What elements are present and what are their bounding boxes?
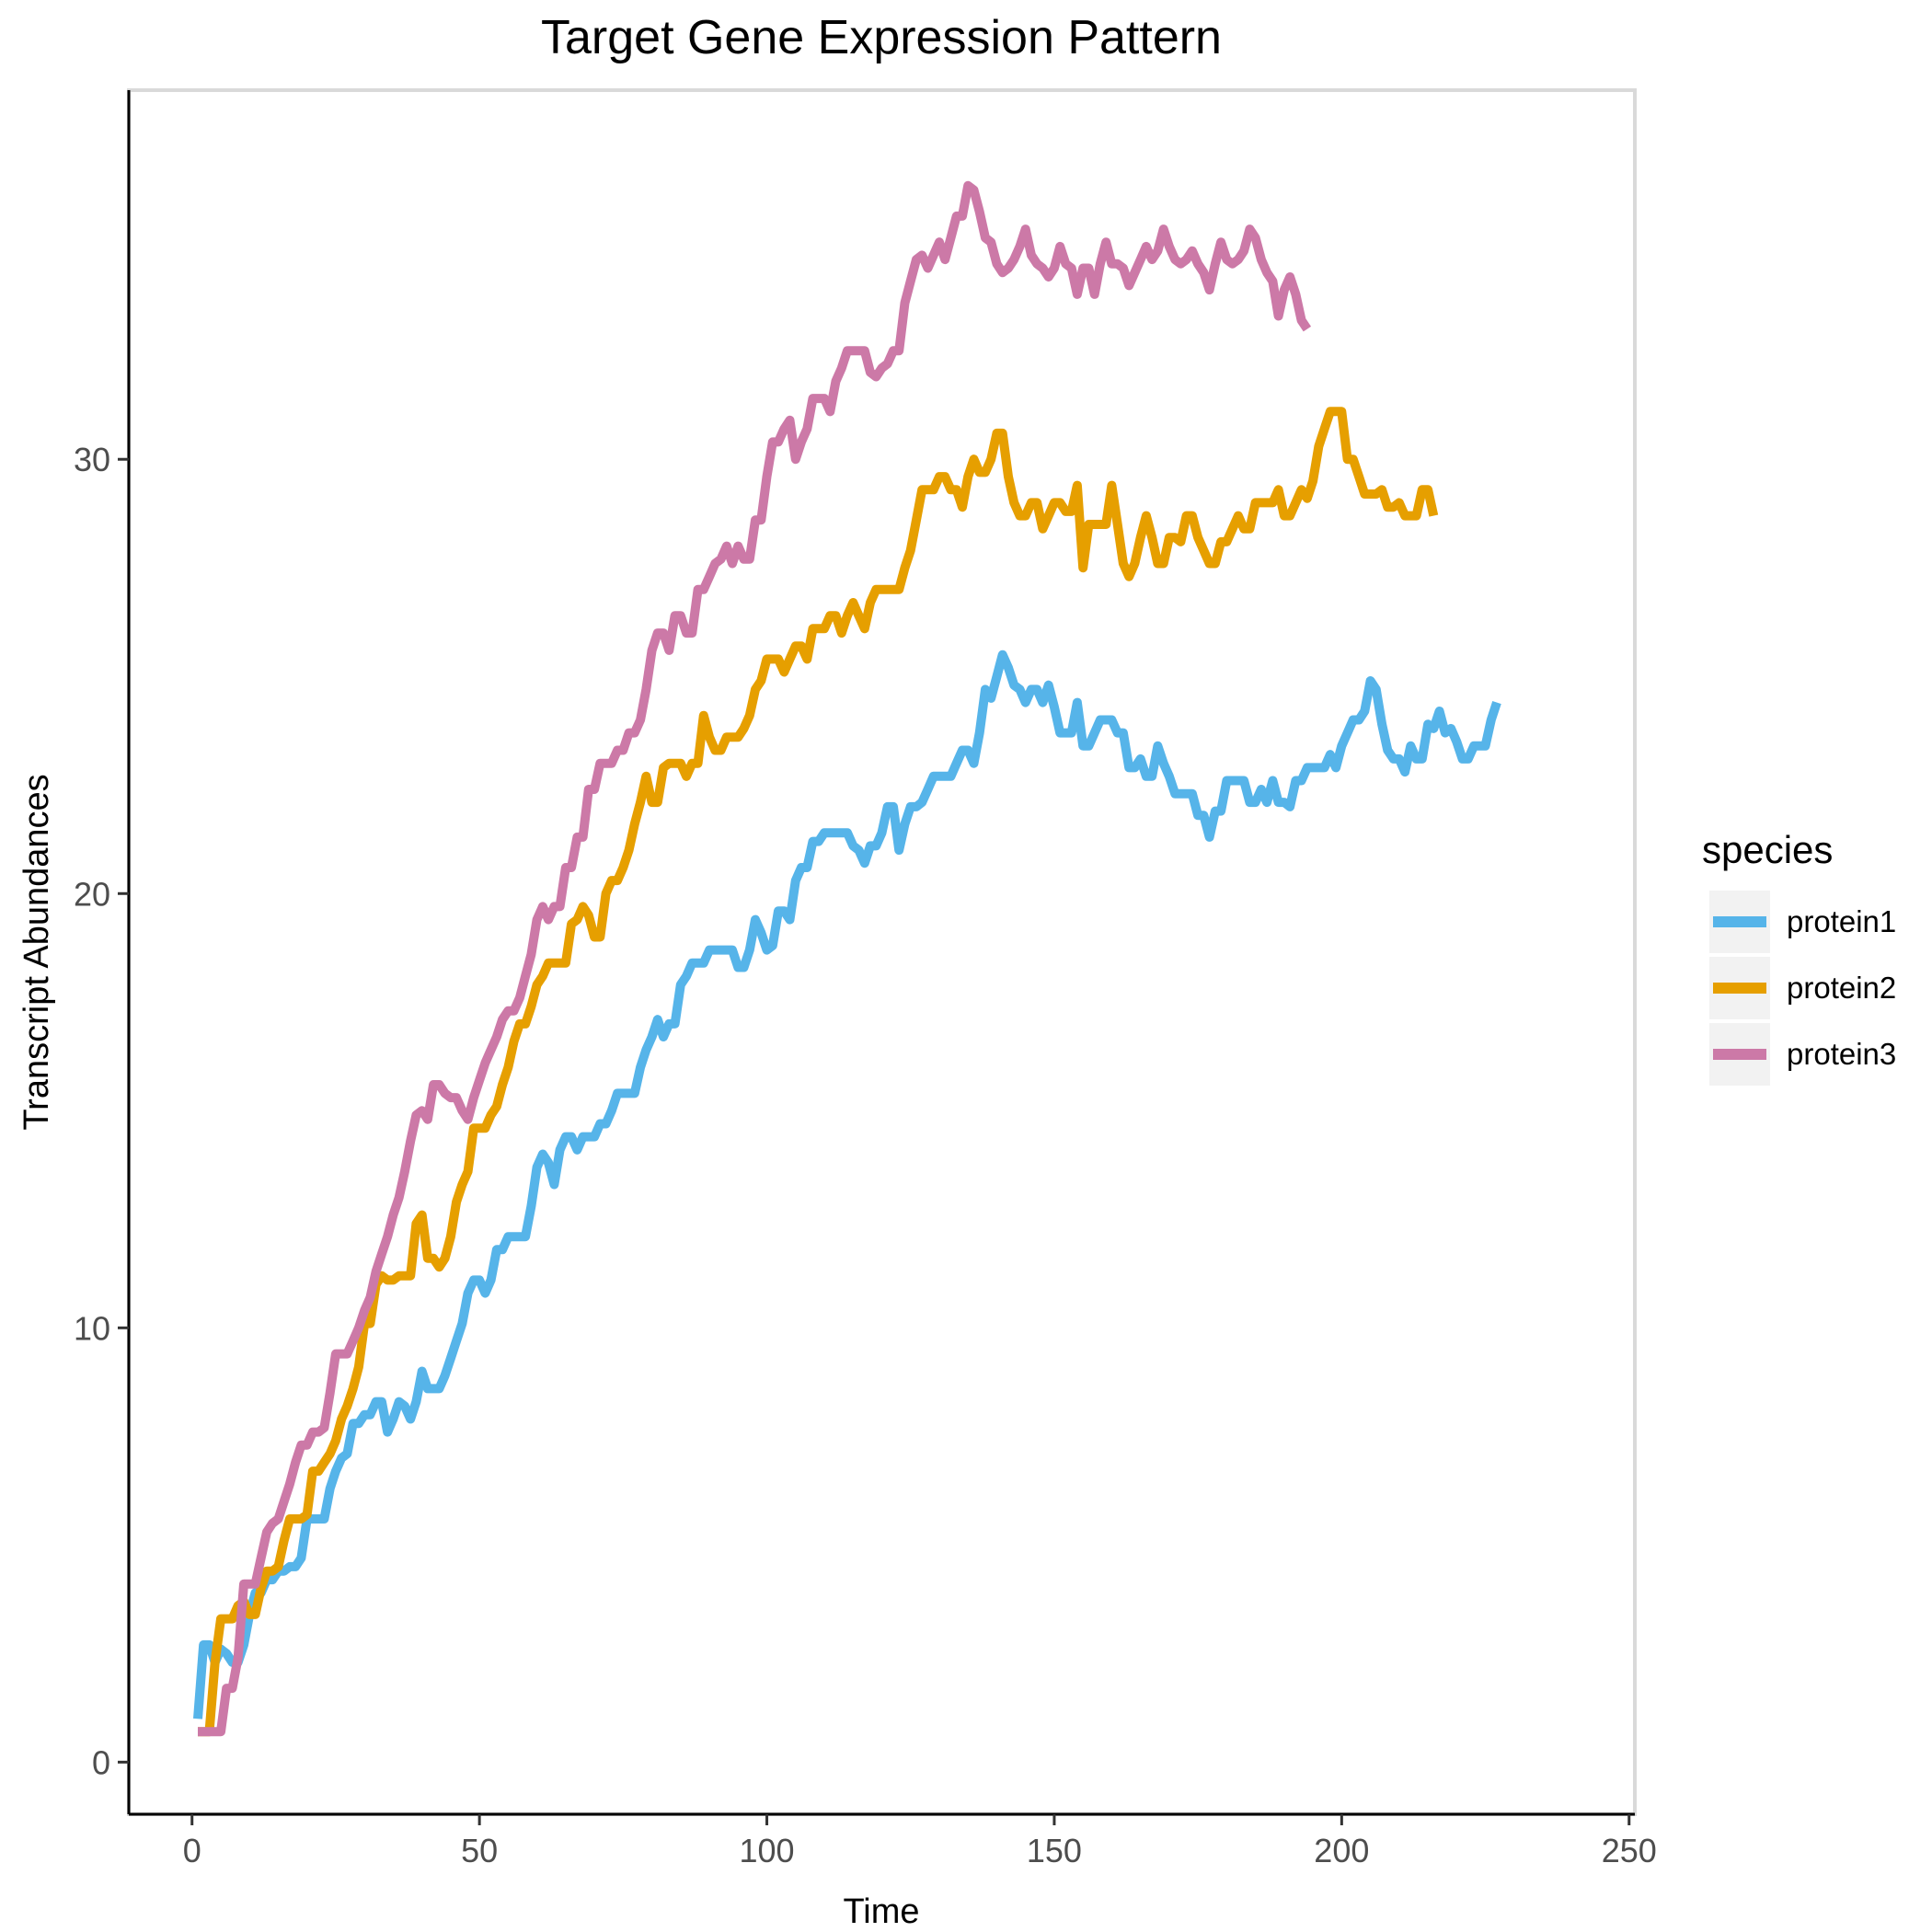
legend-item-protein1: protein1 xyxy=(1709,891,1896,953)
x-axis-ticks: 0 50 100 150 200 250 xyxy=(183,1814,1657,1869)
chart-title: Target Gene Expression Pattern xyxy=(541,11,1222,64)
x-axis-title: Time xyxy=(843,1892,919,1931)
legend-label: protein3 xyxy=(1787,1037,1896,1071)
series-line-protein2 xyxy=(198,407,1439,1737)
y-axis-title: Transcript Abundances xyxy=(17,774,56,1130)
legend-item-protein2: protein2 xyxy=(1709,957,1896,1019)
x-tick-label: 100 xyxy=(739,1832,794,1869)
legend: species protein1 protein2 protein3 xyxy=(1702,828,1896,1086)
y-axis-ticks: 0 10 20 30 xyxy=(74,441,129,1781)
series-layer xyxy=(193,180,1501,1737)
series-line-protein1 xyxy=(193,650,1501,1719)
x-tick-label: 250 xyxy=(1602,1832,1657,1869)
series-line-protein3 xyxy=(198,180,1312,1737)
x-tick-label: 0 xyxy=(183,1832,201,1869)
x-tick-label: 200 xyxy=(1314,1832,1369,1869)
legend-title: species xyxy=(1702,828,1833,871)
y-tick-label: 0 xyxy=(92,1743,110,1781)
y-tick-label: 30 xyxy=(74,441,110,478)
legend-label: protein2 xyxy=(1787,971,1896,1005)
legend-item-protein3: protein3 xyxy=(1709,1023,1896,1086)
y-tick-label: 10 xyxy=(74,1309,110,1347)
legend-label: protein1 xyxy=(1787,904,1896,938)
y-tick-label: 20 xyxy=(74,875,110,913)
legend-items: protein1 protein2 protein3 xyxy=(1709,891,1896,1086)
x-tick-label: 150 xyxy=(1027,1832,1082,1869)
x-tick-label: 50 xyxy=(461,1832,498,1869)
